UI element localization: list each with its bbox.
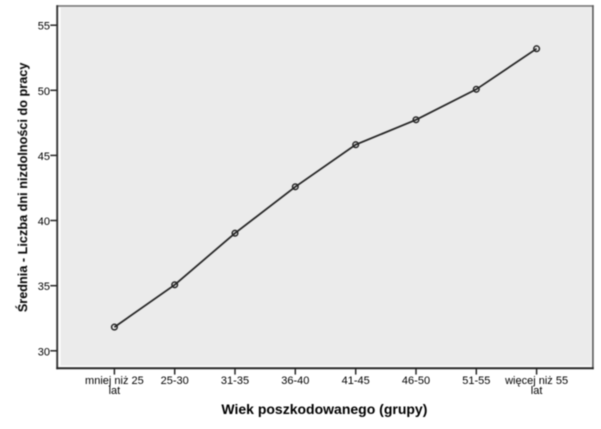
svg-text:25-30: 25-30 xyxy=(161,375,189,387)
svg-text:30: 30 xyxy=(38,346,50,358)
svg-text:46-50: 46-50 xyxy=(402,375,430,387)
svg-text:lat: lat xyxy=(531,385,543,397)
svg-text:41-45: 41-45 xyxy=(342,375,370,387)
svg-text:50: 50 xyxy=(38,86,50,98)
svg-text:mniej niż 25: mniej niż 25 xyxy=(85,375,144,387)
svg-text:45: 45 xyxy=(38,151,50,163)
svg-text:Wiek poszkodowanego (grupy): Wiek poszkodowanego (grupy) xyxy=(221,401,427,417)
svg-text:więcej niż 55: więcej niż 55 xyxy=(504,375,568,387)
svg-text:35: 35 xyxy=(38,281,50,293)
svg-text:lat: lat xyxy=(109,385,121,397)
svg-text:51-55: 51-55 xyxy=(462,375,490,387)
svg-text:36-40: 36-40 xyxy=(281,375,309,387)
svg-text:55: 55 xyxy=(38,21,50,33)
svg-text:40: 40 xyxy=(38,216,50,228)
svg-text:31-35: 31-35 xyxy=(221,375,249,387)
svg-text:Średnia - Liczba dni nizdolnoś: Średnia - Liczba dni nizdolności do prac… xyxy=(15,63,30,313)
